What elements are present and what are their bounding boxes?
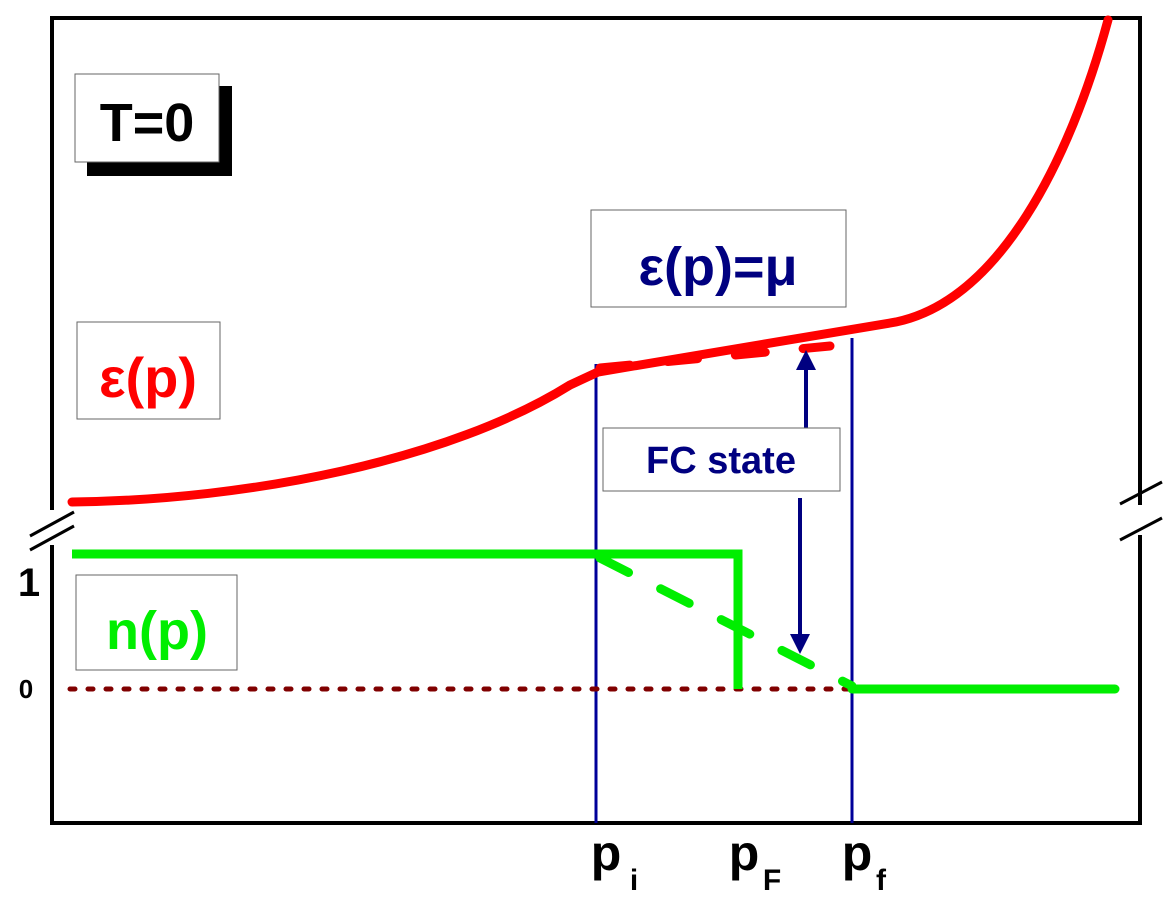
x-tick-p-f-sub: f (876, 864, 887, 897)
x-tick-p-i: p i (591, 825, 638, 897)
x-tick-p-F-sub: F (763, 864, 781, 897)
energy-label-box (76, 321, 221, 420)
condition-box (590, 209, 847, 308)
right-axis-break-mark (1119, 480, 1163, 542)
fc-state-label: FC state (646, 440, 796, 482)
x-tick-p-f-main: p (842, 825, 873, 881)
energy-label: ε(p) (99, 346, 197, 409)
occupation-step-curve (72, 549, 743, 689)
temperature-box (74, 73, 220, 163)
y-tick-zero: 0 (19, 674, 33, 704)
condition-label: ε(p)=μ (638, 237, 797, 297)
x-tick-p-i-main: p (591, 825, 622, 881)
fc-state-box (602, 427, 841, 492)
energy-curve (67, 15, 1113, 507)
plot-frame-top-left (50, 16, 1142, 510)
temperature-label: T=0 (100, 93, 195, 153)
x-tick-p-F: p F (729, 825, 781, 897)
occupation-label-box (75, 574, 238, 671)
x-tick-p-f: p f (842, 825, 887, 897)
occupation-fc-dashed (595, 553, 857, 691)
left-axis-break-mark (29, 510, 75, 552)
occupation-label: n(p) (106, 601, 208, 661)
x-tick-p-F-main: p (729, 825, 760, 881)
y-tick-one: 1 (18, 561, 40, 605)
x-tick-p-i-sub: i (630, 864, 638, 897)
